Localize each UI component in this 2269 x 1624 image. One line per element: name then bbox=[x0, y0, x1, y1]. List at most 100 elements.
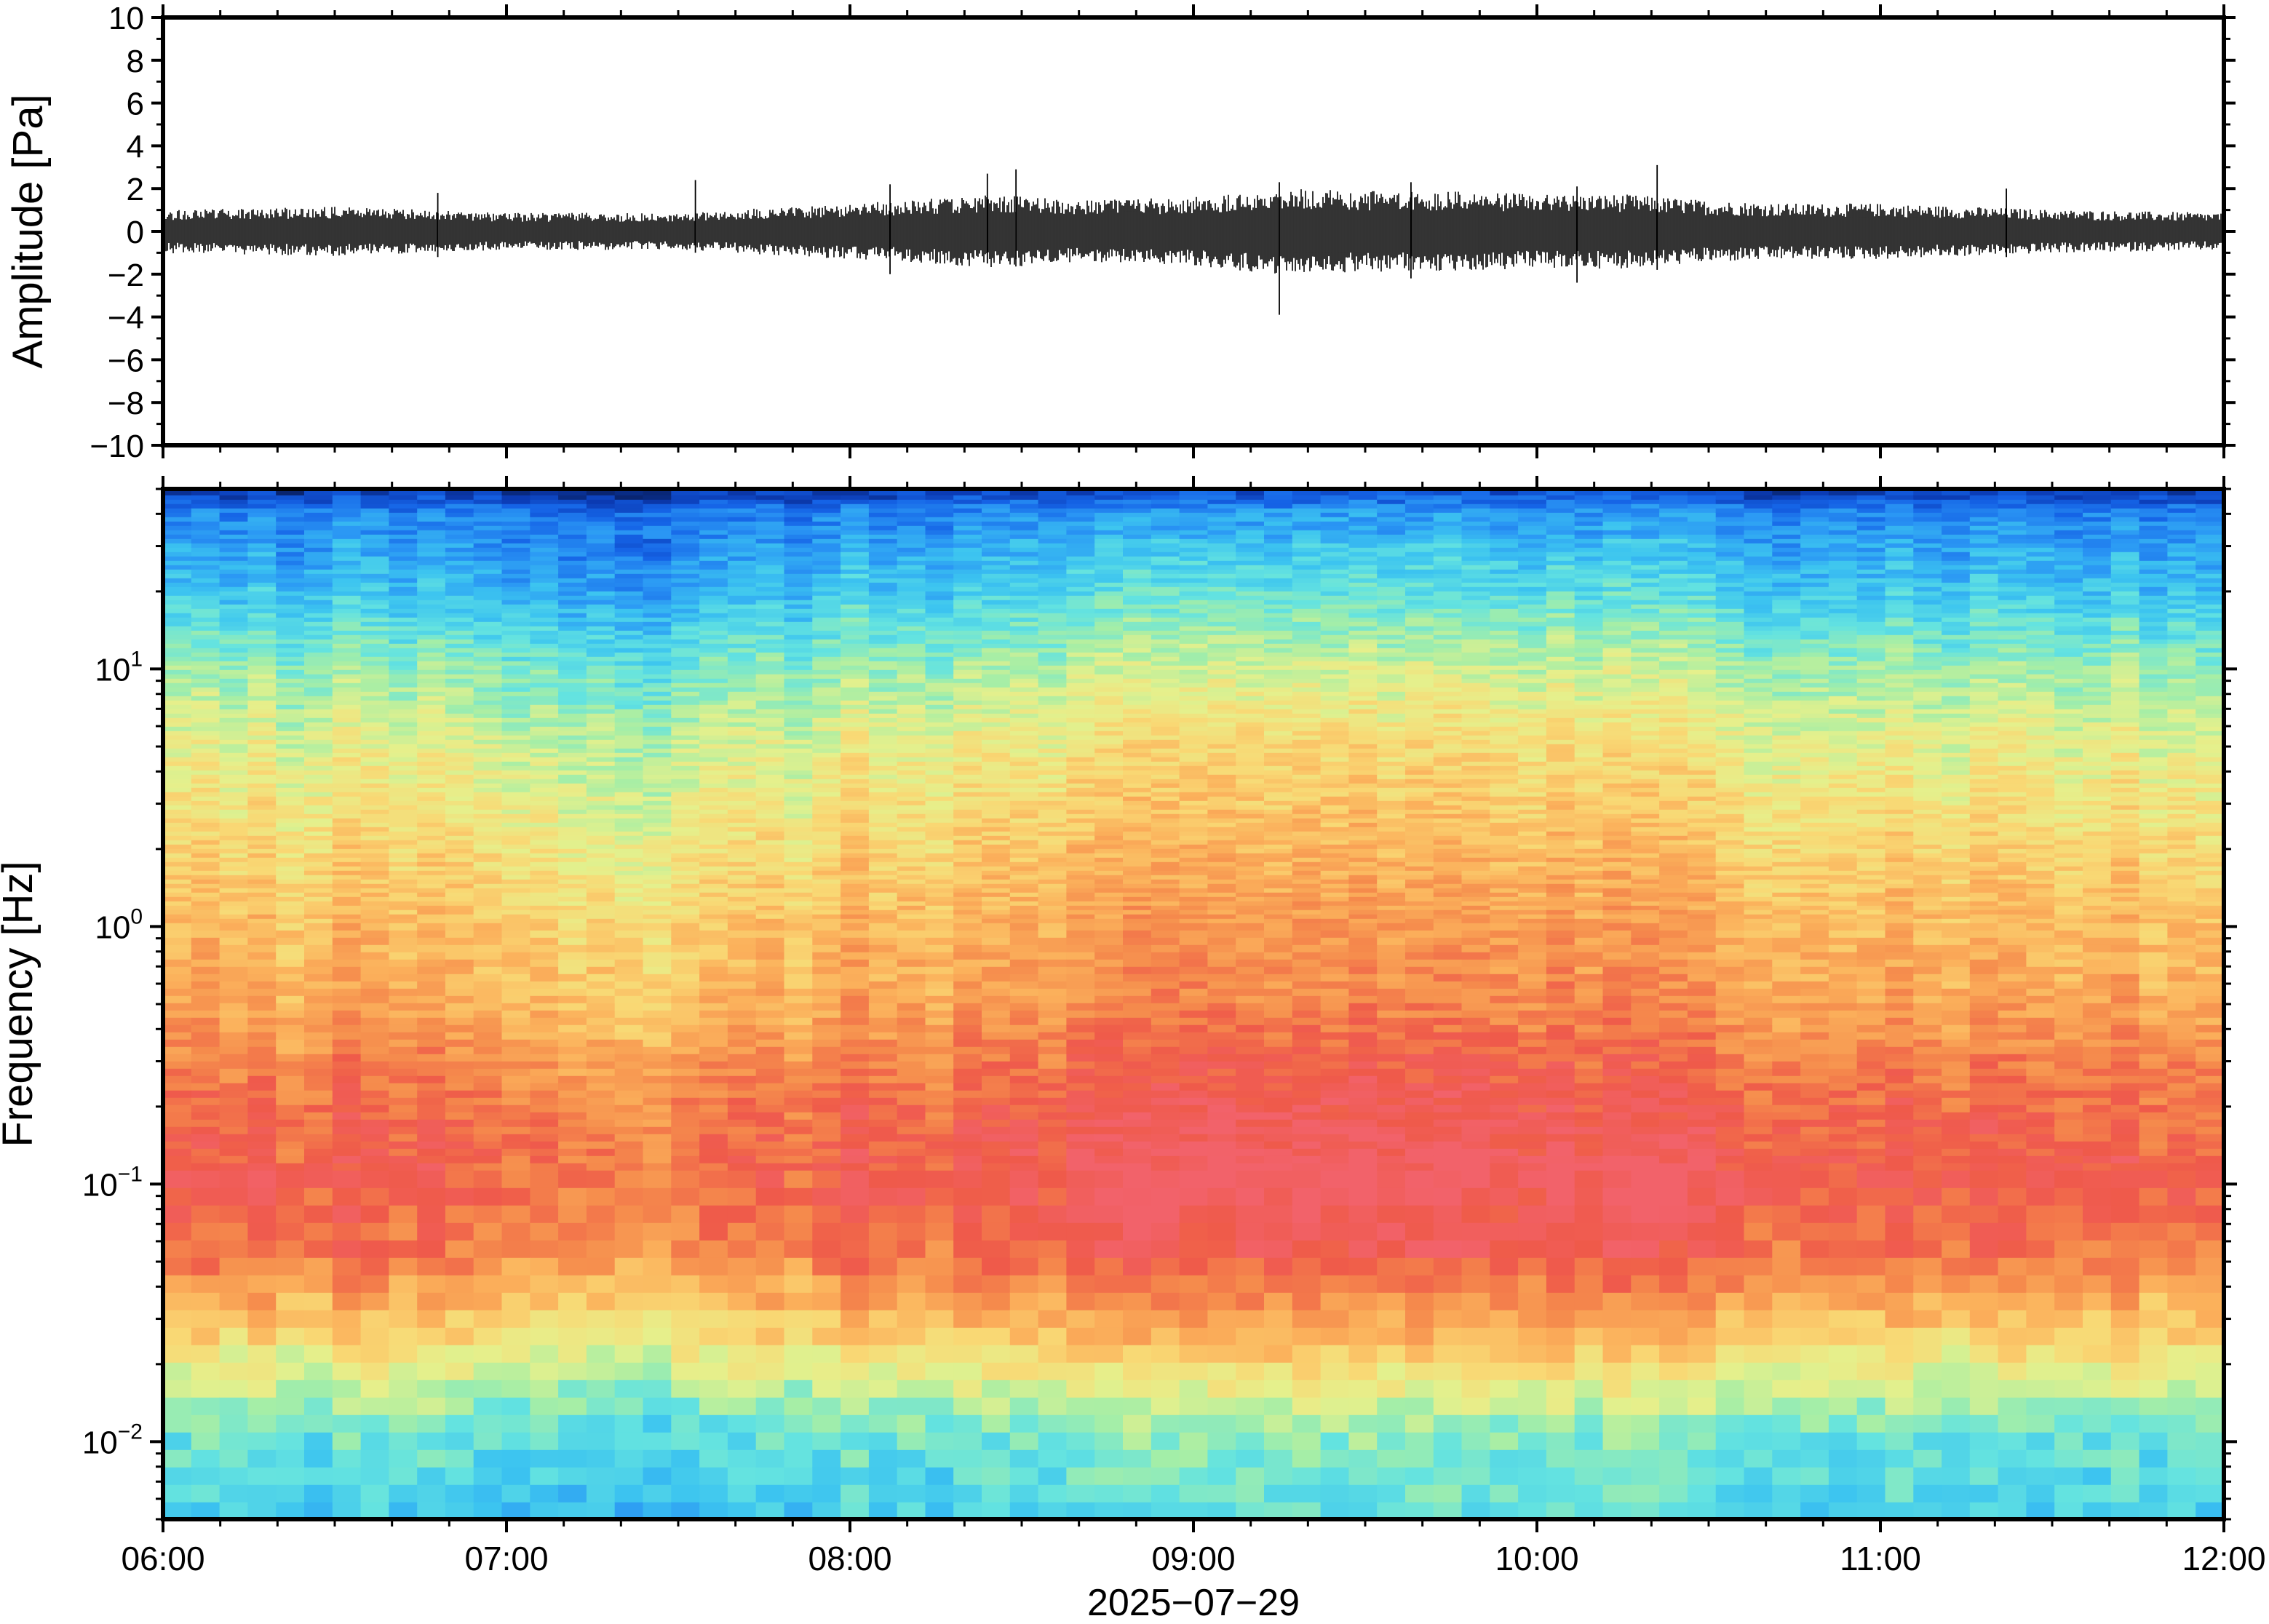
spectrogram-cell bbox=[304, 687, 333, 692]
spectrogram-cell bbox=[558, 1083, 587, 1091]
spectrogram-cell bbox=[953, 1126, 982, 1134]
spectrogram-cell bbox=[247, 835, 277, 840]
spectrogram-cell bbox=[191, 661, 220, 666]
spectrogram-cell bbox=[191, 508, 220, 513]
spectrogram-cell bbox=[304, 981, 333, 989]
spectrogram-cell bbox=[953, 674, 982, 679]
spectrogram-cell bbox=[727, 800, 757, 805]
spectrogram-cell bbox=[953, 792, 982, 797]
spectrogram-cell bbox=[727, 1090, 757, 1098]
spectrogram-cell bbox=[417, 896, 446, 901]
spectrogram-cell bbox=[304, 761, 333, 766]
spectrogram-cell bbox=[191, 995, 220, 1003]
spectrogram-cell bbox=[671, 952, 700, 960]
spectrogram-cell bbox=[897, 652, 926, 657]
spectrogram-cell bbox=[389, 1380, 418, 1398]
spectrogram-cell bbox=[276, 1148, 305, 1156]
spectrogram-cell bbox=[925, 499, 955, 504]
spectrogram-cell bbox=[614, 1148, 644, 1156]
spectrogram-cell bbox=[163, 966, 192, 974]
spectrogram-cell bbox=[671, 1240, 700, 1258]
spectrogram-cell bbox=[332, 901, 362, 906]
spectrogram-cell bbox=[755, 988, 785, 996]
spectrogram-cell bbox=[982, 652, 1011, 657]
spectrogram-cell bbox=[501, 844, 531, 849]
spectrogram-cell bbox=[868, 792, 898, 797]
spectrogram-cell bbox=[841, 1414, 870, 1433]
spectrogram-cell bbox=[219, 809, 249, 814]
spectrogram-cell bbox=[501, 1163, 531, 1171]
spectrogram-cell bbox=[276, 538, 305, 544]
spectrogram-cell bbox=[868, 1010, 898, 1018]
spectrogram-cell bbox=[445, 604, 474, 609]
spectrogram-cell bbox=[812, 530, 841, 535]
spectrogram-cell bbox=[953, 543, 982, 548]
spectrogram-cell bbox=[812, 866, 841, 871]
spectrogram-cell bbox=[558, 870, 587, 875]
spectrogram-cell bbox=[755, 995, 785, 1003]
spectrogram-cell bbox=[558, 1380, 587, 1398]
spectrogram-cell bbox=[191, 617, 220, 622]
spectrogram-cell bbox=[191, 573, 220, 578]
spectrogram-cell bbox=[1009, 543, 1039, 548]
spectrogram-cell bbox=[473, 1484, 503, 1502]
spectrogram-cell bbox=[501, 512, 531, 517]
spectrogram-cell bbox=[219, 1257, 249, 1275]
spectrogram-cell bbox=[868, 1054, 898, 1062]
spectrogram-cell bbox=[812, 569, 841, 574]
spectrogram-cell bbox=[389, 952, 418, 960]
spectrogram-cell bbox=[812, 787, 841, 792]
spectrogram-cell bbox=[953, 805, 982, 810]
spectrogram-cell bbox=[841, 604, 870, 609]
spectrogram-cell bbox=[304, 726, 333, 731]
spectrogram-cell bbox=[530, 726, 559, 731]
spectrogram-cell bbox=[219, 1397, 249, 1415]
spectrogram-cell bbox=[699, 595, 728, 600]
spectrogram-cell bbox=[643, 722, 672, 727]
spectrogram-cell bbox=[812, 656, 841, 661]
spectrogram-cell bbox=[530, 879, 559, 884]
spectrogram-cell bbox=[727, 525, 757, 530]
spectrogram-cell bbox=[530, 534, 559, 539]
spectrogram-cell bbox=[614, 556, 644, 561]
spectrogram-cell bbox=[501, 547, 531, 552]
spectrogram-cell bbox=[163, 901, 192, 906]
spectrogram-cell bbox=[276, 1163, 305, 1171]
spectrogram-cell bbox=[699, 552, 728, 557]
spectrogram-cell bbox=[191, 827, 220, 832]
spectrogram-cell bbox=[897, 1170, 926, 1188]
spectrogram-cell bbox=[925, 1310, 955, 1328]
spectrogram-cell bbox=[643, 617, 672, 622]
spectrogram-cell bbox=[784, 796, 814, 801]
spectrogram-cell bbox=[982, 534, 1011, 539]
spectrogram-cell bbox=[897, 774, 926, 779]
spectrogram-cell bbox=[219, 1024, 249, 1032]
spectrogram-cell bbox=[445, 805, 474, 810]
spectrogram-cell bbox=[586, 930, 616, 938]
spectrogram-cell bbox=[812, 923, 841, 931]
spectrogram-cell bbox=[614, 757, 644, 762]
spectrogram-cell bbox=[276, 1032, 305, 1040]
spectrogram-cell bbox=[1038, 1097, 1068, 1105]
spectrogram-cell bbox=[276, 687, 305, 692]
spectrogram-cell bbox=[219, 1075, 249, 1083]
spectrogram-cell bbox=[445, 656, 474, 661]
spectrogram-cell bbox=[417, 595, 446, 600]
spectrogram-cell bbox=[247, 595, 277, 600]
spectrogram-cell bbox=[868, 595, 898, 600]
spectrogram-cell bbox=[586, 1414, 616, 1433]
spectrogram-cell bbox=[530, 1148, 559, 1156]
spectrogram-cell bbox=[163, 582, 192, 587]
spectrogram-cell bbox=[332, 709, 362, 714]
spectrogram-cell bbox=[784, 669, 814, 674]
spectrogram-cell bbox=[219, 1275, 249, 1293]
spectrogram-cell bbox=[304, 495, 333, 500]
spectrogram-cell bbox=[332, 1414, 362, 1433]
spectrogram-cell bbox=[501, 525, 531, 530]
spectrogram-cell bbox=[699, 1345, 728, 1363]
spectrogram-cell bbox=[332, 835, 362, 840]
spectrogram-cell bbox=[586, 853, 616, 858]
spectrogram-cell bbox=[473, 1126, 503, 1134]
spectrogram-cell bbox=[501, 691, 531, 696]
spectrogram-cell bbox=[841, 787, 870, 792]
